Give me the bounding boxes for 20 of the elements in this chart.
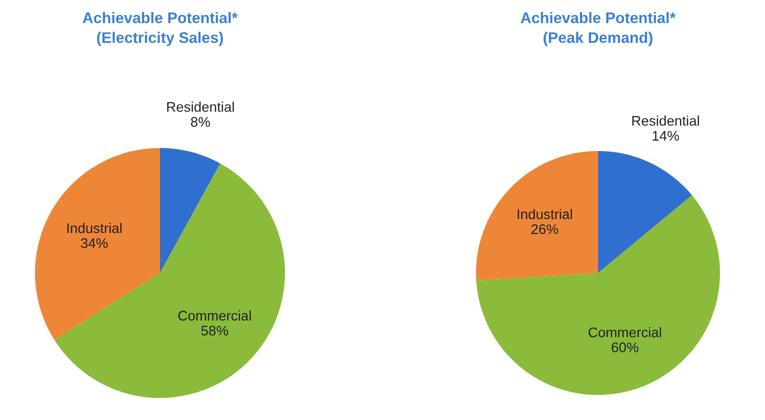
data-label: 14%	[652, 130, 679, 141]
data-label: 58%	[201, 326, 228, 336]
data-label: 8%	[190, 116, 210, 127]
pie-slice	[160, 148, 220, 273]
chart-title: Achievable Potential* (Peak Demand)	[520, 12, 676, 46]
pie-slice	[476, 151, 598, 281]
data-label: 60%	[612, 342, 638, 352]
chart-title: Achievable Potential* (Electricity Sales)	[82, 12, 238, 46]
slice-label: Residential	[632, 116, 699, 126]
data-label: 26%	[531, 224, 558, 234]
slice-label: Industrial	[67, 222, 122, 234]
pie-slice	[598, 151, 692, 273]
pie-slice	[476, 195, 720, 395]
slice-label: Industrial	[518, 208, 572, 220]
pie-slice	[35, 148, 160, 340]
data-label: 34%	[80, 238, 108, 248]
slice-label: Commercial	[588, 327, 662, 338]
slice-label: Residential	[167, 102, 234, 112]
slice-label: Commercial	[178, 310, 251, 321]
pie-slice	[54, 163, 285, 398]
